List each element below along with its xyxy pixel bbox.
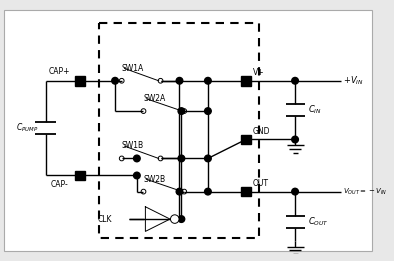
Circle shape xyxy=(292,188,298,195)
Text: V+: V+ xyxy=(253,68,264,77)
Circle shape xyxy=(176,78,183,84)
Circle shape xyxy=(204,108,211,114)
Text: $V_{OUT} = -V_{IN}$: $V_{OUT} = -V_{IN}$ xyxy=(344,187,388,197)
Text: GND: GND xyxy=(253,127,270,136)
Circle shape xyxy=(134,172,140,179)
Text: CAP+: CAP+ xyxy=(48,67,70,76)
Circle shape xyxy=(171,215,179,223)
Text: OUT: OUT xyxy=(253,179,268,188)
Circle shape xyxy=(178,155,185,162)
Circle shape xyxy=(178,216,185,222)
Circle shape xyxy=(204,155,211,162)
Bar xyxy=(75,171,85,180)
Text: CAP-: CAP- xyxy=(50,180,68,189)
Circle shape xyxy=(204,188,211,195)
Text: CLK: CLK xyxy=(98,215,112,224)
Circle shape xyxy=(176,188,183,195)
Text: $C_{OUT}$: $C_{OUT}$ xyxy=(309,216,329,228)
FancyBboxPatch shape xyxy=(4,10,372,251)
Circle shape xyxy=(292,136,298,143)
Circle shape xyxy=(204,78,211,84)
Bar xyxy=(241,187,251,196)
Text: $C_{PUMP}$: $C_{PUMP}$ xyxy=(16,122,38,134)
Text: SW1A: SW1A xyxy=(122,64,144,73)
Circle shape xyxy=(112,78,118,84)
Bar xyxy=(75,76,85,86)
Bar xyxy=(241,76,251,86)
Text: SW1B: SW1B xyxy=(122,141,144,150)
Circle shape xyxy=(134,155,140,162)
Circle shape xyxy=(292,78,298,84)
Bar xyxy=(241,135,251,144)
Text: $+V_{IN}$: $+V_{IN}$ xyxy=(344,74,364,87)
Text: SW2B: SW2B xyxy=(143,175,165,183)
Text: $C_{IN}$: $C_{IN}$ xyxy=(309,104,322,116)
Text: SW2A: SW2A xyxy=(143,94,166,103)
Circle shape xyxy=(178,108,185,114)
